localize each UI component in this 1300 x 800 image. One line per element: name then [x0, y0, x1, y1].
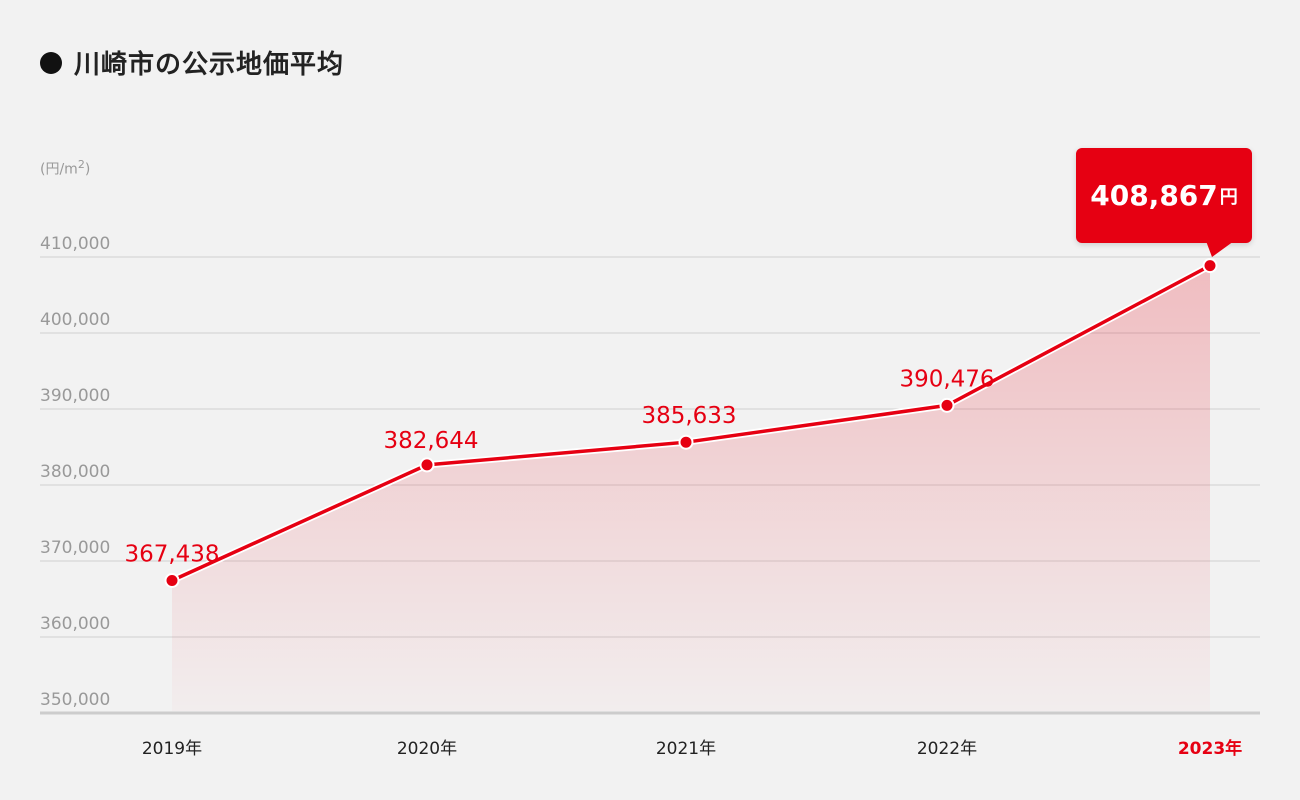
- y-tick-label: 350,000: [40, 690, 110, 710]
- data-point: [939, 397, 955, 413]
- highlight-callout: 408,867 円: [1076, 148, 1252, 243]
- x-tick-label: 2020年: [397, 739, 457, 759]
- x-tick-label: 2023年: [1178, 738, 1242, 759]
- chart-title: 川崎市の公示地価平均: [74, 50, 345, 80]
- chart-title-block: 川崎市の公示地価平均: [40, 44, 344, 81]
- y-tick-label: 400,000: [40, 310, 110, 330]
- callout-unit: 円: [1219, 186, 1238, 208]
- data-point: [1202, 258, 1218, 274]
- label-layer: 367,438 382,644 385,633 390,476: [124, 366, 994, 567]
- area-fill: [172, 265, 1210, 711]
- unit-suffix: ): [84, 161, 91, 178]
- unit-prefix: (円/m: [40, 161, 78, 178]
- y-tick-label: 360,000: [40, 614, 110, 634]
- y-axis-unit-label: (円/m2): [40, 158, 90, 179]
- x-tick-label: 2019年: [142, 739, 202, 759]
- callout-pointer: [1206, 241, 1234, 257]
- bullet-dot-icon: [40, 51, 62, 74]
- x-tick-label: 2022年: [917, 739, 977, 759]
- y-tick-label: 380,000: [40, 462, 110, 482]
- x-tick-label: 2021年: [656, 739, 716, 759]
- unit-superscript: 2: [77, 158, 85, 171]
- y-tick-label: 370,000: [40, 538, 110, 558]
- data-point: [678, 434, 694, 450]
- data-label: 385,633: [641, 403, 736, 429]
- line-layer: [164, 258, 1218, 588]
- y-tick-label: 410,000: [40, 234, 110, 254]
- callout-value: 408,867: [1090, 179, 1218, 212]
- y-tick-label: 390,000: [40, 386, 110, 406]
- data-point: [419, 457, 435, 473]
- data-label: 382,644: [383, 428, 478, 454]
- data-label: 367,438: [124, 541, 219, 567]
- data-point: [164, 572, 180, 588]
- area-layer: [172, 265, 1210, 711]
- data-label: 390,476: [899, 366, 994, 392]
